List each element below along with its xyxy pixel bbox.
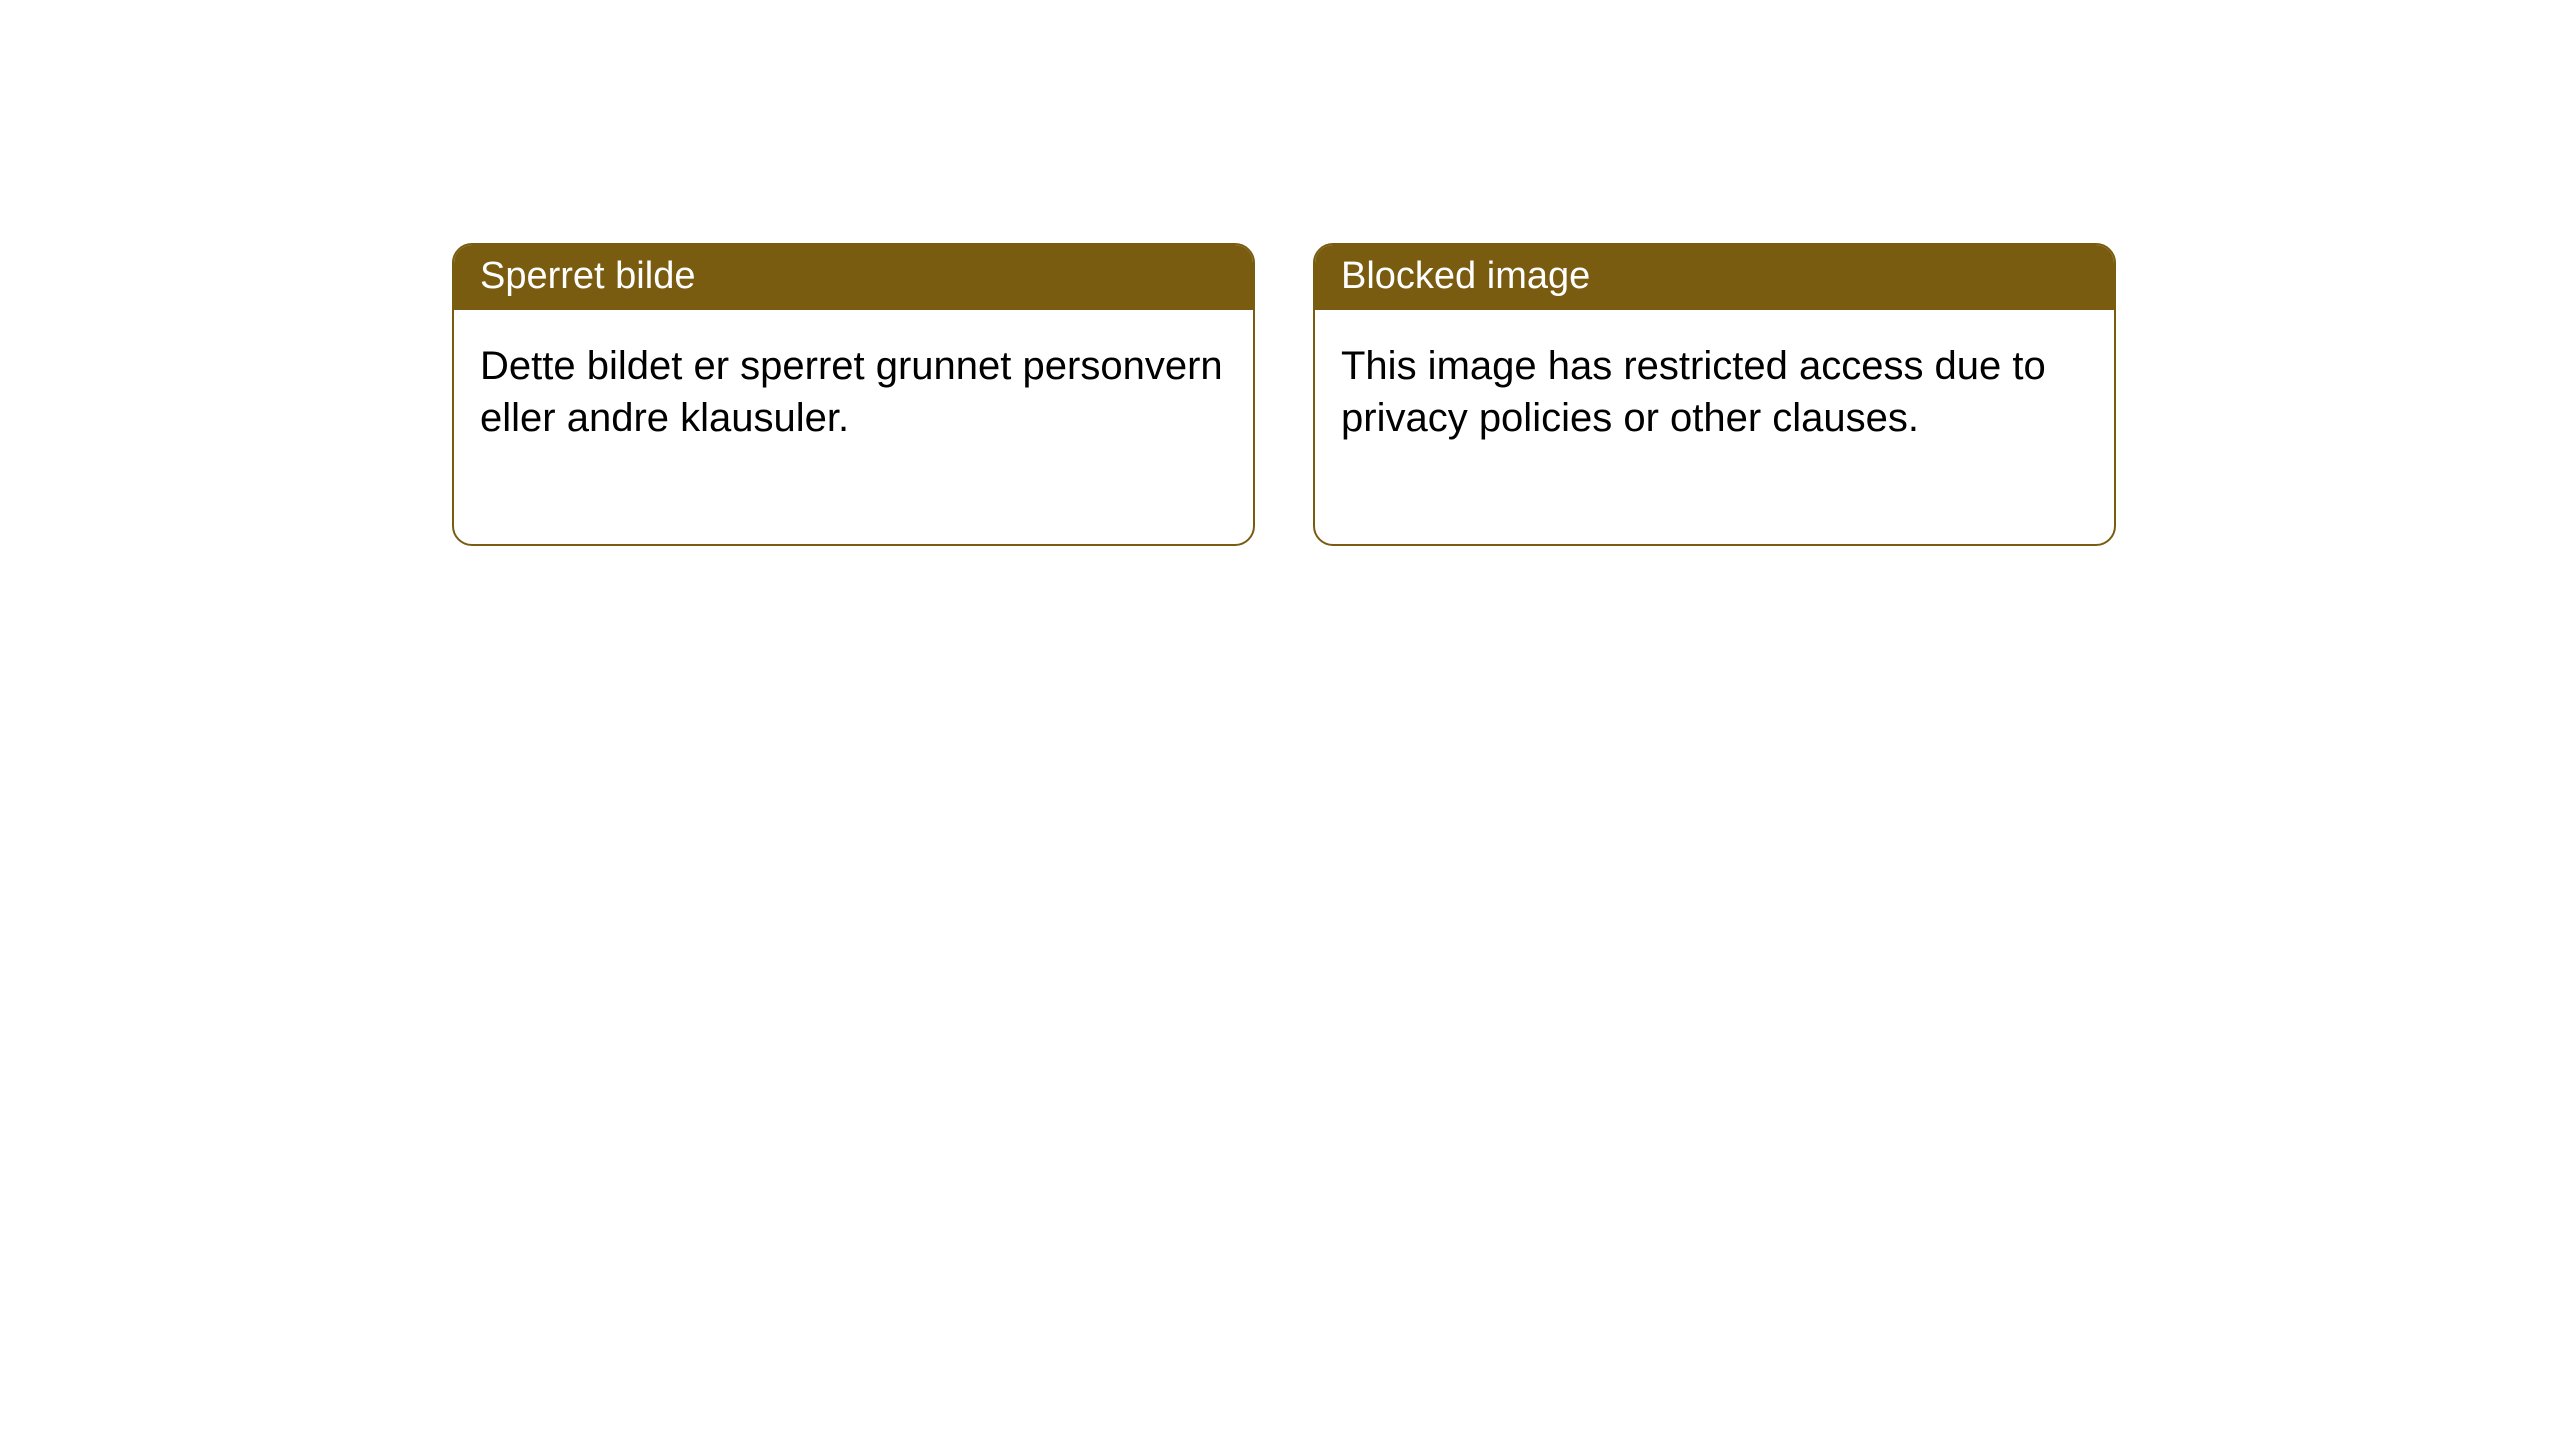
notice-box-english: Blocked image This image has restricted … (1313, 243, 2116, 546)
notice-container: Sperret bilde Dette bildet er sperret gr… (452, 243, 2116, 546)
notice-header-english: Blocked image (1315, 245, 2114, 310)
notice-body-english: This image has restricted access due to … (1315, 310, 2114, 544)
notice-body-norwegian: Dette bildet er sperret grunnet personve… (454, 310, 1253, 544)
notice-header-norwegian: Sperret bilde (454, 245, 1253, 310)
notice-box-norwegian: Sperret bilde Dette bildet er sperret gr… (452, 243, 1255, 546)
